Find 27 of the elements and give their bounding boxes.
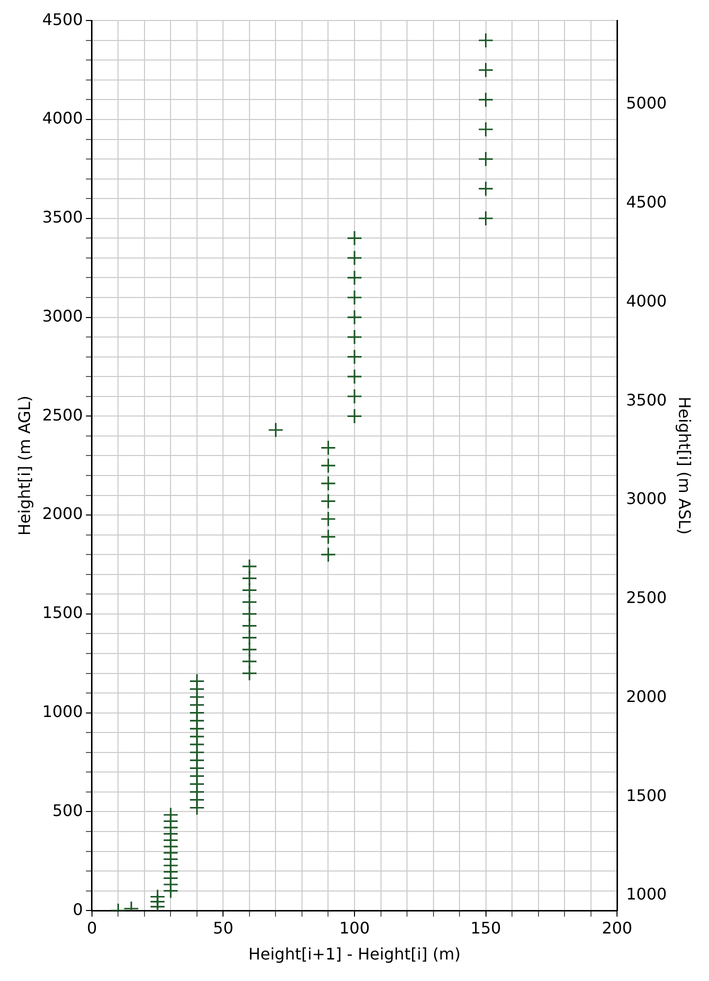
x-tick-label: 100 (339, 918, 370, 938)
y2-tick-label: 3000 (626, 489, 667, 508)
y-tick-label: 2000 (42, 504, 83, 524)
y-tick-label: 1500 (42, 603, 83, 622)
x-tick-label: 150 (470, 918, 502, 938)
y2-tick-label: 2500 (626, 588, 667, 608)
y-tick-label: 3500 (42, 208, 83, 227)
y2-axis-title: Height[i] (m ASL) (675, 396, 694, 535)
y-tick-label: 0 (72, 900, 83, 919)
y-axis-title: Height[i] (m AGL) (14, 396, 34, 536)
y2-tick-label: 5000 (626, 94, 667, 113)
y-tick-label: 500 (52, 800, 83, 820)
y2-tick-label: 1500 (626, 786, 667, 805)
y2-tick-label: 2000 (626, 686, 667, 706)
y2-tick-label: 4000 (626, 291, 667, 310)
y-tick-label: 3000 (42, 306, 83, 326)
x-tick-label: 50 (213, 918, 234, 938)
y2-tick-label: 1000 (626, 884, 667, 904)
y-tick-label: 2500 (42, 405, 83, 424)
x-axis-title: Height[i+1] - Height[i] (m) (248, 944, 461, 964)
y2-tick-label: 3500 (626, 390, 667, 410)
x-tick-label: 0 (86, 918, 98, 938)
y-tick-label: 1000 (42, 702, 83, 721)
x-tick-label: 200 (602, 918, 632, 938)
y-tick-label: 4000 (42, 108, 83, 128)
y-tick-label: 4500 (42, 10, 83, 29)
y2-tick-label: 4500 (626, 192, 667, 212)
